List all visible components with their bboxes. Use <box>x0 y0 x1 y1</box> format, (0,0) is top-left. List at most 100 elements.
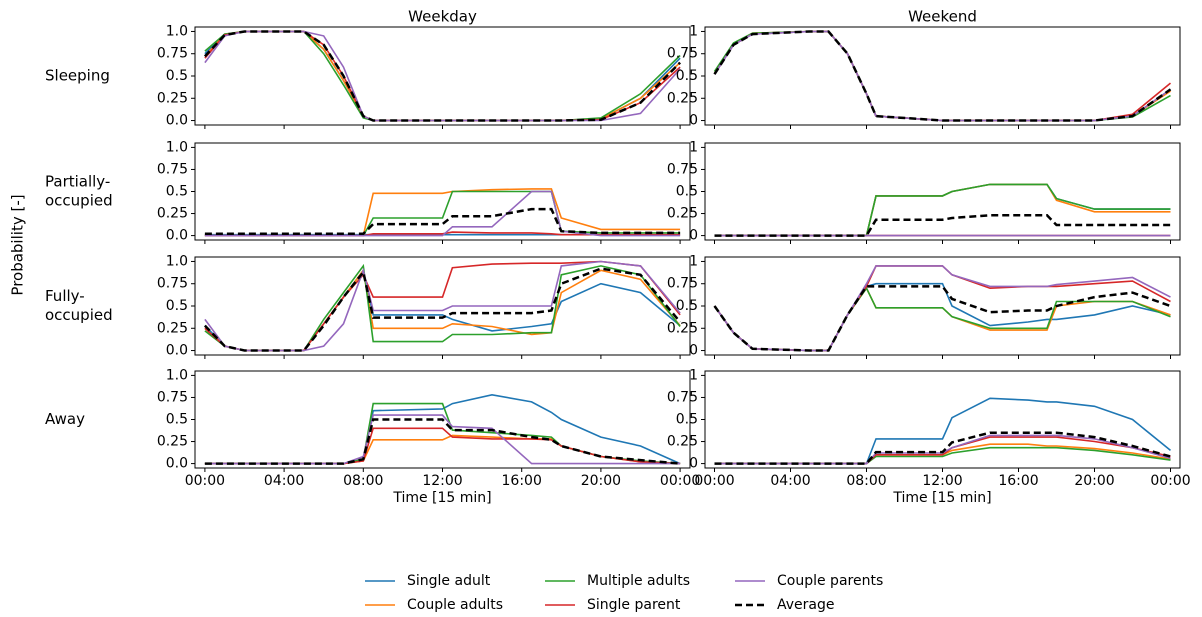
legend-label: Single adult <box>407 573 491 589</box>
y-tick-label: 0.5 <box>166 68 188 84</box>
y-tick-label: 0 <box>689 113 698 129</box>
y-tick-label: 1 <box>689 367 698 383</box>
y-tick-label: 0.75 <box>667 161 698 177</box>
y-tick-label: 0.75 <box>667 276 698 292</box>
y-tick-label: 0.25 <box>667 90 698 106</box>
y-tick-label: 0.25 <box>157 90 188 106</box>
series-line <box>204 263 681 352</box>
series-line <box>713 286 1171 352</box>
y-tick-label: 0.75 <box>667 46 698 62</box>
panel-title: Weekday <box>408 8 477 26</box>
series-line <box>713 30 1171 122</box>
series-line <box>714 183 1171 237</box>
series-line <box>204 30 681 122</box>
y-tick-label: 0.0 <box>166 343 188 359</box>
series-line <box>204 188 681 237</box>
legend-label: Single parent <box>587 597 681 613</box>
series-line <box>713 286 1171 352</box>
y-tick-label: 0 <box>689 228 698 244</box>
y-tick-label: 1.0 <box>166 23 188 39</box>
legend-label: Average <box>777 597 835 613</box>
series-line <box>713 30 1171 122</box>
series-line <box>204 267 682 352</box>
y-tick-label: 1 <box>689 139 698 155</box>
y-tick-label: 1 <box>689 23 698 39</box>
row-label: Sleeping <box>45 67 110 85</box>
y-tick-label: 0.25 <box>157 206 188 222</box>
y-tick-label: 0.25 <box>157 434 188 450</box>
y-tick-label: 0.5 <box>166 184 188 200</box>
x-tick-label: 00:00 <box>1150 473 1190 489</box>
y-tick-label: 0.75 <box>157 389 188 405</box>
series-line <box>204 402 681 465</box>
legend-label: Couple parents <box>777 573 883 589</box>
y-tick-label: 0.25 <box>667 320 698 336</box>
series-line <box>204 418 681 465</box>
x-tick-label: 04:00 <box>264 473 304 489</box>
series-line <box>204 30 681 122</box>
legend-label: Couple adults <box>407 597 503 613</box>
panel-title: Weekend <box>908 8 977 26</box>
plot-frame <box>704 256 1181 356</box>
series-line <box>204 30 681 122</box>
y-tick-label: 1.0 <box>166 367 188 383</box>
y-tick-label: 0.75 <box>157 276 188 292</box>
y-tick-label: 0.5 <box>166 412 188 428</box>
plot-frame <box>704 26 1181 126</box>
x-tick-label: 08:00 <box>343 473 383 489</box>
series-line <box>204 30 681 122</box>
series-line <box>714 183 1171 237</box>
y-tick-label: 0.5 <box>676 298 698 314</box>
series-line <box>713 30 1171 122</box>
row-label: Partially- <box>45 173 110 191</box>
row-label: Fully- <box>45 287 85 305</box>
y-tick-label: 0.5 <box>676 412 698 428</box>
x-tick-label: 12:00 <box>922 473 962 489</box>
x-axis-label: Time [15 min] <box>392 490 491 506</box>
series-line <box>204 207 681 236</box>
y-tick-label: 0.25 <box>667 206 698 222</box>
y-tick-label: 0 <box>689 456 698 472</box>
y-tick-label: 0 <box>689 343 698 359</box>
plot-frame <box>194 142 691 241</box>
series-line <box>713 265 1171 352</box>
series-line <box>713 285 1171 352</box>
y-tick-label: 0.25 <box>157 320 188 336</box>
row-label: Away <box>45 410 85 428</box>
y-tick-label: 0.5 <box>676 68 698 84</box>
x-tick-label: 04:00 <box>770 473 810 489</box>
series-line <box>713 282 1171 352</box>
y-tick-label: 0.0 <box>166 113 188 129</box>
row-label: occupied <box>45 192 113 210</box>
y-tick-label: 0.75 <box>157 161 188 177</box>
x-axis-label: Time [15 min] <box>892 490 991 506</box>
x-tick-label: 00:00 <box>660 473 700 489</box>
y-tick-label: 0.0 <box>166 456 188 472</box>
y-tick-label: 0.5 <box>166 298 188 314</box>
series-line <box>714 214 1171 237</box>
series-line <box>714 183 1171 237</box>
legend-label: Multiple adults <box>587 573 690 589</box>
x-tick-label: 00:00 <box>185 473 225 489</box>
series-line <box>204 260 681 352</box>
x-tick-label: 16:00 <box>998 473 1038 489</box>
figure-y-label: Probability [-] <box>9 194 27 295</box>
x-tick-label: 16:00 <box>502 473 542 489</box>
series-line <box>203 30 681 122</box>
y-tick-label: 0.25 <box>667 434 698 450</box>
y-tick-label: 0.75 <box>667 389 698 405</box>
x-tick-label: 20:00 <box>1074 473 1114 489</box>
y-tick-label: 1.0 <box>166 253 188 269</box>
y-tick-label: 1.0 <box>166 139 188 155</box>
x-tick-label: 08:00 <box>846 473 886 489</box>
series-line <box>204 30 681 122</box>
series-line <box>714 431 1171 465</box>
y-tick-label: 1 <box>689 253 698 269</box>
x-tick-label: 12:00 <box>422 473 462 489</box>
series-line <box>713 30 1172 122</box>
series-line <box>713 30 1172 122</box>
y-tick-label: 0.0 <box>166 228 188 244</box>
series-line <box>713 30 1171 122</box>
x-tick-label: 00:00 <box>694 473 734 489</box>
